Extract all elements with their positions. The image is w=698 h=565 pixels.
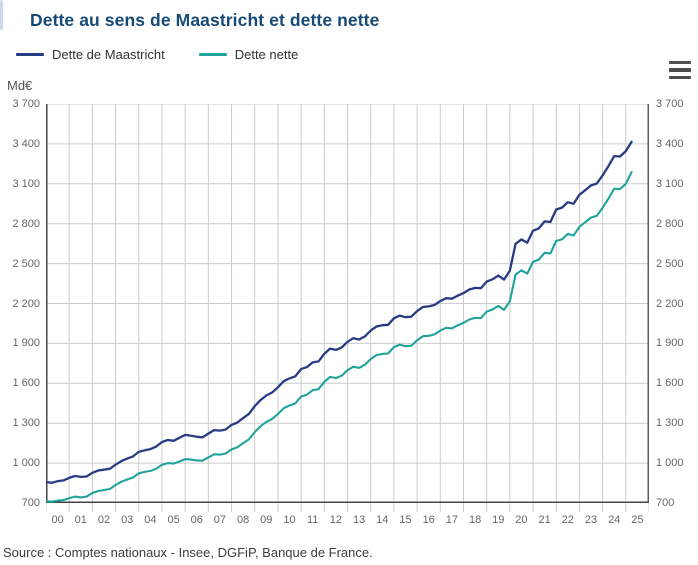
x-tick-label-20: 20 xyxy=(515,514,528,526)
hamburger-bar xyxy=(669,75,691,79)
x-tick-label-13: 13 xyxy=(352,514,366,526)
maastricht-line-swatch-icon xyxy=(16,52,44,56)
chart-legend: Dette de Maastricht Dette nette xyxy=(16,46,332,62)
x-tick-label-11: 11 xyxy=(306,514,319,526)
y-tick-label-y-right-3100: 3 100 xyxy=(656,177,684,190)
y-tick-label-y-left-3700: 3 700 xyxy=(12,98,40,110)
x-tick-label-25: 25 xyxy=(631,514,644,526)
x-tick-label-24: 24 xyxy=(608,514,621,526)
hamburger-bar xyxy=(669,61,691,65)
legend-label-nette: Dette nette xyxy=(234,46,299,62)
x-tick-label-17: 17 xyxy=(445,514,459,526)
y-tick-label-y-left-2500: 2 500 xyxy=(12,257,40,270)
hamburger-menu-icon[interactable] xyxy=(669,60,691,80)
x-tick-label-09: 09 xyxy=(260,514,273,526)
y-tick-label-y-right-1000: 1 000 xyxy=(656,457,684,470)
x-tick-label-01: 01 xyxy=(74,514,87,526)
x-tick-label-23: 23 xyxy=(584,514,598,526)
y-tick-label-y-left-1000: 1 000 xyxy=(12,457,40,470)
y-tick-label-y-left-3100: 3 100 xyxy=(12,177,40,190)
y-tick-label-y-right-1300: 1 300 xyxy=(656,417,684,430)
x-tick-label-22: 22 xyxy=(561,514,574,526)
x-tick-label-04: 04 xyxy=(144,514,157,526)
series-line-nette[interactable] xyxy=(46,171,633,503)
legend-label-maastricht: Dette de Maastricht xyxy=(52,46,165,62)
legend-item-nette[interactable]: Dette nette xyxy=(198,46,299,62)
x-tick-label-21: 21 xyxy=(538,514,551,526)
x-tick-label-10: 10 xyxy=(283,514,296,526)
plot-area xyxy=(46,104,649,512)
x-tick-label-16: 16 xyxy=(422,514,435,526)
y-tick-label-y-right-3400: 3 400 xyxy=(656,137,684,150)
y-tick-label-y-right-2800: 2 800 xyxy=(656,217,684,230)
y-tick-label-y-left-1600: 1 600 xyxy=(12,377,40,390)
x-tick-label-12: 12 xyxy=(329,514,343,526)
x-tick-label-00: 00 xyxy=(51,514,64,526)
source-caption: Source : Comptes nationaux - Insee, DGFi… xyxy=(3,545,373,560)
y-tick-label-y-right-2200: 2 200 xyxy=(656,297,684,310)
x-tick-label-18: 18 xyxy=(468,514,482,526)
x-tick-label-19: 19 xyxy=(492,514,505,526)
y-tick-label-y-left-2200: 2 200 xyxy=(12,297,40,310)
legend-item-maastricht[interactable]: Dette de Maastricht xyxy=(16,47,165,62)
y-tick-label-y-right-1900: 1 900 xyxy=(656,337,684,350)
x-tick-label-05: 05 xyxy=(167,514,180,526)
y-tick-label-y-left-3400: 3 400 xyxy=(12,137,40,150)
y-tick-label-y-left-700: 700 xyxy=(21,497,40,509)
y-tick-label-y-left-1300: 1 300 xyxy=(12,417,40,430)
x-tick-label-02: 02 xyxy=(97,514,111,526)
left-accent-bar xyxy=(0,0,3,30)
x-tick-label-06: 06 xyxy=(190,514,203,526)
y-tick-label-y-left-2800: 2 800 xyxy=(12,217,40,230)
x-tick-label-15: 15 xyxy=(399,514,412,526)
y-axis-unit-label: Md€ xyxy=(7,78,33,93)
x-tick-label-14: 14 xyxy=(376,514,389,526)
x-tick-label-03: 03 xyxy=(121,514,134,526)
y-tick-label-y-right-2500: 2 500 xyxy=(656,257,684,270)
y-tick-label-y-right-1600: 1 600 xyxy=(656,377,684,390)
chart-title: Dette au sens de Maastricht et dette net… xyxy=(30,10,380,30)
nette-line-swatch-icon xyxy=(198,52,227,56)
y-tick-label-y-left-1900: 1 900 xyxy=(12,337,40,350)
series-line-maastricht[interactable] xyxy=(46,140,633,484)
x-tick-label-08: 08 xyxy=(236,514,250,526)
hamburger-bar xyxy=(669,68,691,72)
y-tick-label-y-right-3700: 3 700 xyxy=(656,98,684,110)
x-tick-label-07: 07 xyxy=(213,514,227,526)
y-tick-label-y-right-700: 700 xyxy=(656,497,675,509)
